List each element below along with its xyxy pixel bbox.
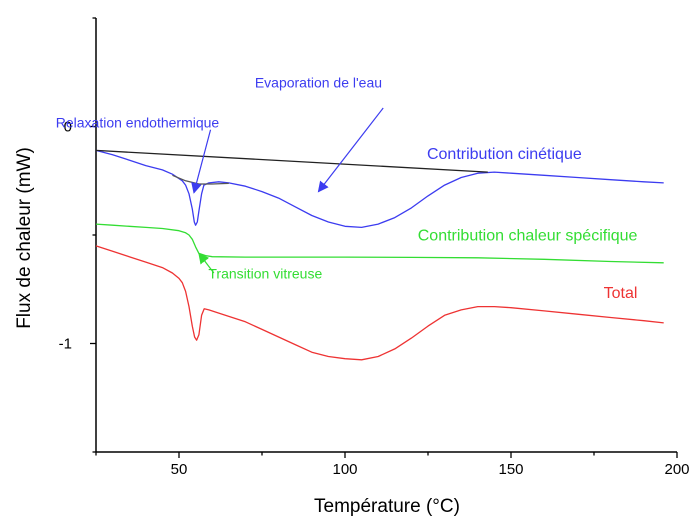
annotations: Relaxation endothermique Evaporation de l… [56,74,638,301]
annotation-label: Transition vitreuse [208,265,322,281]
series-contribution-cinetique [95,149,664,229]
annotation-label: Relaxation endothermique [56,115,220,131]
x-axis-title: Température (°C) [314,496,460,517]
annotation-arrow [191,129,212,194]
x-tick-label: 150 [498,461,523,478]
x-tick-label: 100 [332,461,357,478]
annotation-label: Contribution cinétique [427,146,582,163]
annotation-label: Contribution chaleur spécifique [418,227,638,244]
annotation-arrow [317,107,384,193]
annotation-label: Total [604,285,638,302]
series-total [95,245,664,361]
y-tick-label: -1 [59,336,72,353]
axes: 50 100 150 200 0 -1 [59,17,690,478]
y-axis-title: Flux de chaleur (mW) [14,147,35,329]
x-tick-label: 50 [171,461,188,478]
annotation-arrow [198,252,215,274]
y-tick-label: 0 [64,119,72,136]
curves [95,149,664,361]
annotation-label: Evaporation de l'eau [255,74,382,90]
x-tick-label: 200 [664,461,689,478]
series-baseline [95,149,488,173]
